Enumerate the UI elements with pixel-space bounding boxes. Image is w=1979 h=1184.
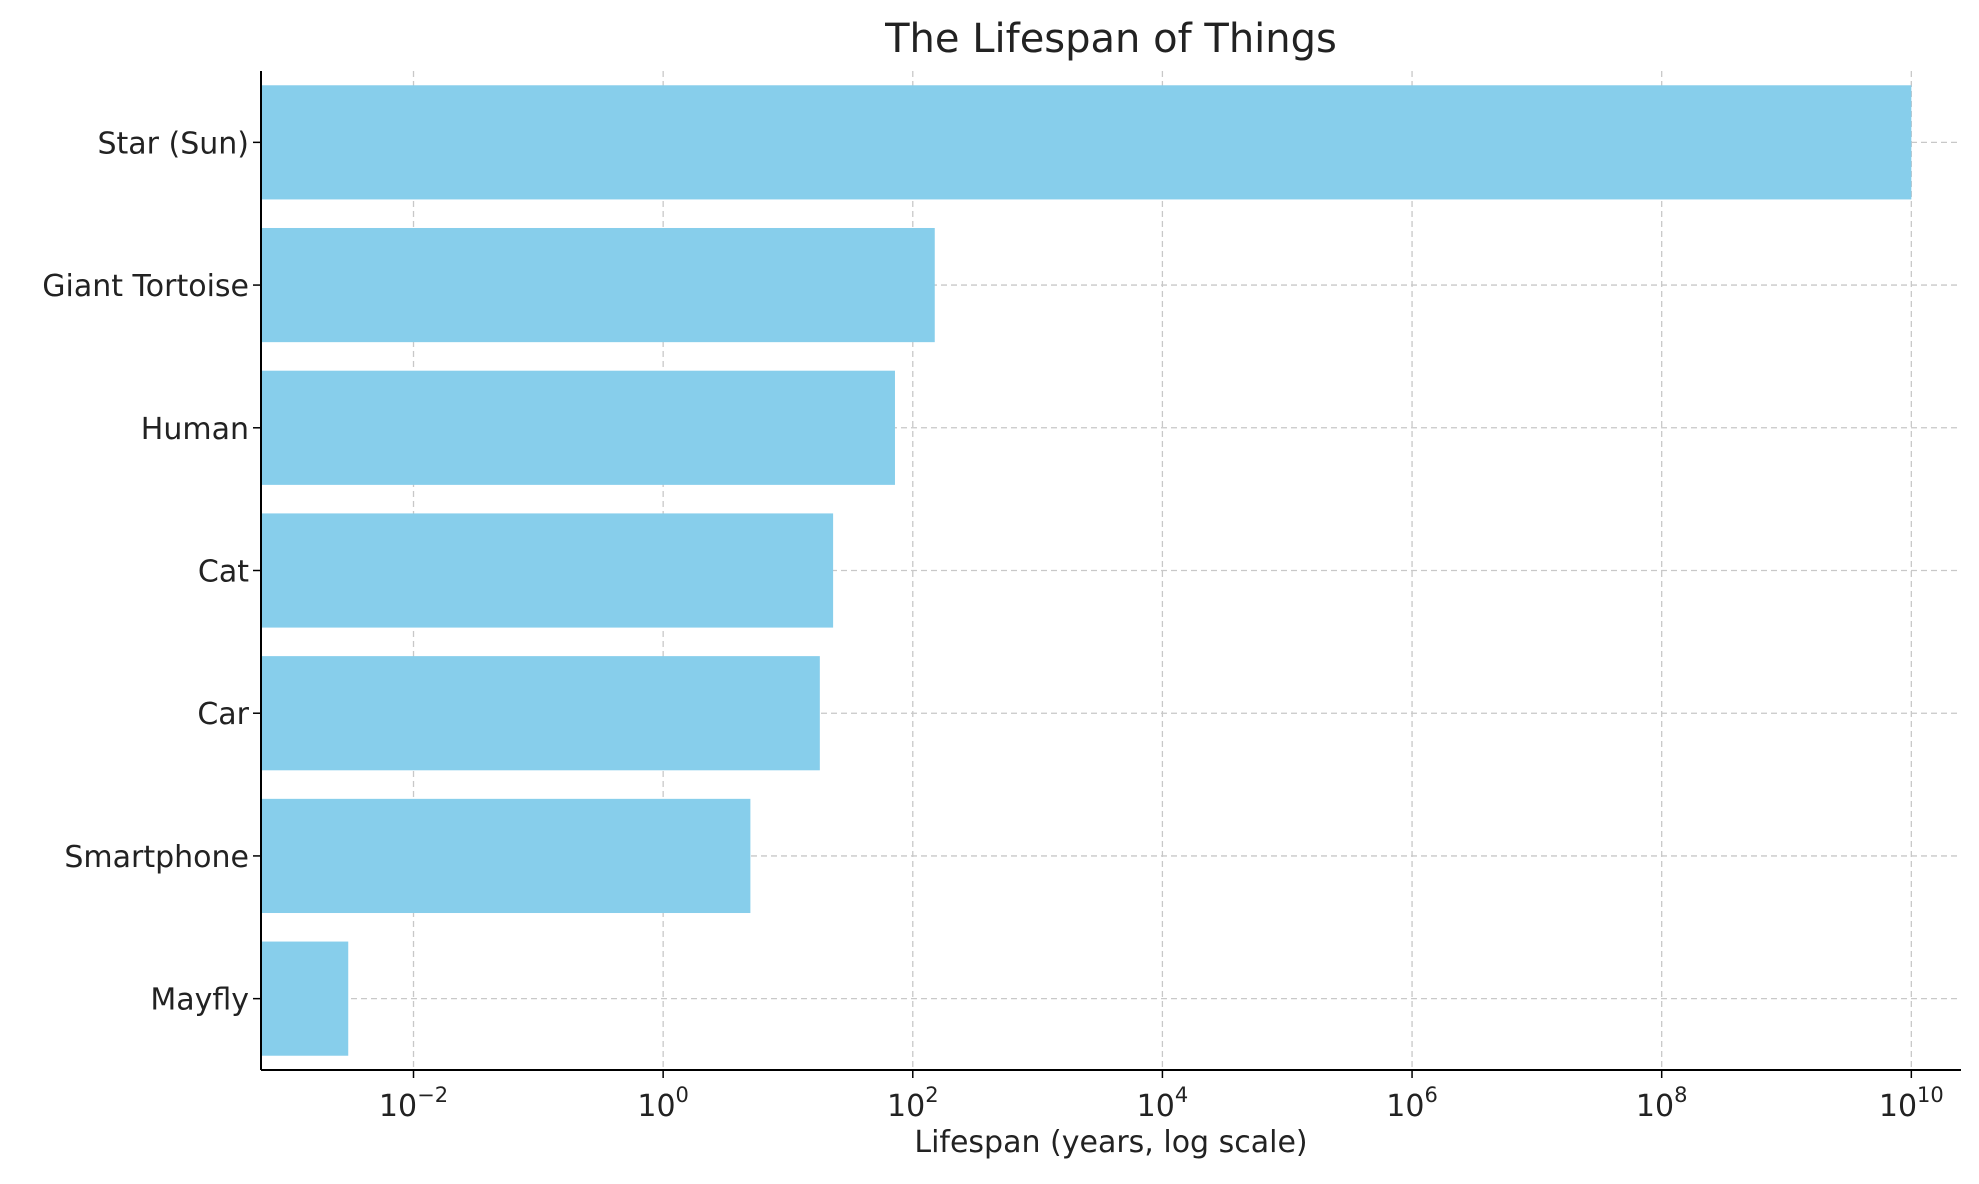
x-tick-label: 102 — [887, 1083, 939, 1124]
bar-layer — [261, 85, 1912, 1056]
bar-mayfly — [261, 941, 349, 1056]
bar-smartphone — [261, 798, 751, 914]
x-tick-label: 10−2 — [379, 1083, 448, 1124]
y-tick-label: Mayfly — [150, 983, 249, 1018]
bar-giant-tortoise — [261, 227, 935, 343]
bar-star-sun — [261, 85, 1912, 200]
x-axis-label: Lifespan (years, log scale) — [914, 1125, 1307, 1160]
y-tick-label: Cat — [198, 555, 249, 590]
tick-layer: 10−2 100 102 104 106 108 1010 Mayfly Smartphone C… — [42, 126, 1944, 1124]
x-tick-label: 104 — [1137, 1083, 1189, 1124]
y-tick-label: Star (Sun) — [97, 126, 249, 161]
bar-cat — [261, 513, 834, 628]
x-tick-label: 1010 — [1879, 1083, 1944, 1124]
x-tick-label: 100 — [637, 1083, 689, 1124]
bar-human — [261, 370, 895, 485]
x-tick-label: 106 — [1386, 1083, 1438, 1124]
y-tick-label: Car — [197, 697, 249, 732]
x-tick-label: 108 — [1636, 1083, 1688, 1124]
bar-car — [261, 656, 820, 771]
chart-title: The Lifespan of Things — [884, 16, 1337, 62]
y-tick-label: Human — [141, 412, 249, 447]
y-tick-label: Smartphone — [64, 840, 249, 875]
y-tick-label: Giant Tortoise — [42, 269, 249, 304]
